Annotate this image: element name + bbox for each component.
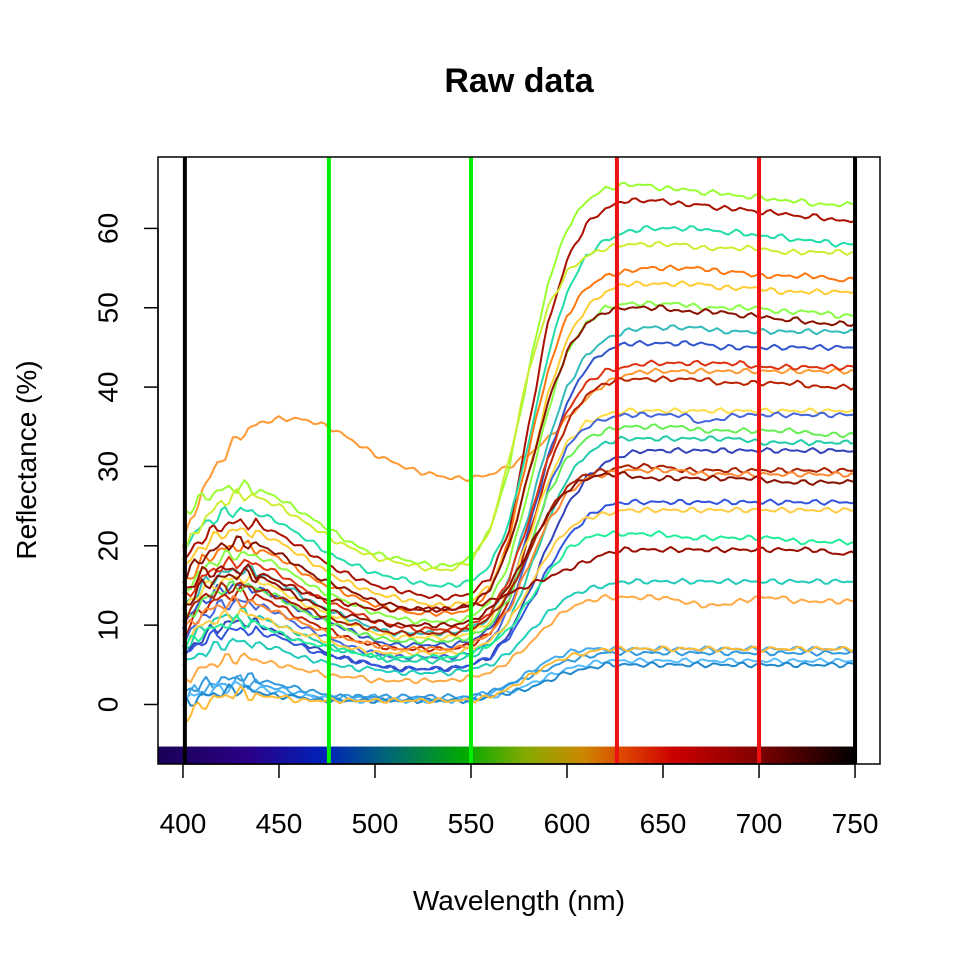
series-line (182, 407, 856, 641)
series-line (182, 645, 856, 723)
series-line (182, 264, 856, 617)
series-line (182, 423, 856, 645)
series-line (182, 577, 856, 677)
x-tick-label: 700 (736, 808, 783, 839)
y-tick-label: 40 (93, 372, 124, 403)
x-tick-label: 550 (448, 808, 495, 839)
y-tick-label: 60 (93, 213, 124, 244)
y-axis: 0 10 20 30 40 50 60 (93, 213, 159, 712)
series-line (182, 498, 856, 673)
series-line (182, 661, 856, 707)
series-line (182, 466, 856, 653)
y-axis-title: Reflectance (%) (11, 360, 42, 559)
y-tick-label: 0 (93, 697, 124, 713)
series-line (182, 546, 856, 613)
series-line (182, 471, 856, 629)
x-axis-title: Wavelength (nm) (413, 885, 625, 916)
series-line (182, 304, 856, 613)
x-tick-label: 500 (352, 808, 399, 839)
series-line (182, 593, 856, 684)
y-tick-label: 20 (93, 530, 124, 561)
y-tick-label: 50 (93, 292, 124, 323)
x-axis: 400 450 500 550 600 650 700 750 (160, 763, 879, 839)
y-tick-label: 30 (93, 451, 124, 482)
series-line (182, 324, 856, 637)
series-line (182, 240, 856, 572)
vertical-reference-lines (182, 157, 858, 764)
spectrum-color-bar (158, 746, 856, 764)
x-tick-label: 600 (544, 808, 591, 839)
series-line (182, 300, 856, 625)
series-line (182, 225, 856, 588)
series-line (182, 435, 856, 665)
y-tick-label: 10 (93, 610, 124, 641)
series-line (182, 359, 856, 633)
series-line (182, 506, 856, 657)
x-tick-label: 650 (640, 808, 687, 839)
series-line (182, 530, 856, 661)
x-tick-label: 400 (160, 808, 207, 839)
series-line (182, 649, 856, 701)
chart-title: Raw data (444, 62, 594, 100)
series-layer (182, 181, 856, 723)
series-line (182, 367, 856, 548)
x-tick-label: 750 (832, 808, 879, 839)
x-tick-label: 450 (256, 808, 303, 839)
series-line (182, 411, 856, 661)
